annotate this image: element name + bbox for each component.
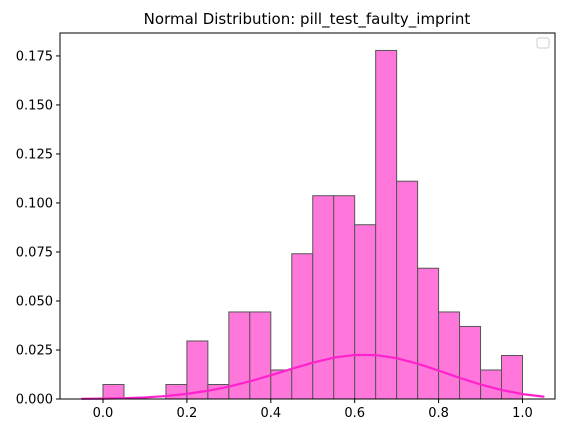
y-tick-label-2: 0.050	[16, 294, 53, 309]
y-tick-label-5: 0.125	[16, 147, 53, 162]
y-tick-label-4: 0.100	[16, 196, 53, 211]
histogram-bar-14	[438, 311, 461, 400]
y-tick-label-1: 0.025	[16, 343, 53, 358]
x-tick-label-0: 0.0	[93, 406, 114, 421]
legend-box	[536, 37, 550, 49]
y-tick-label-3: 0.075	[16, 245, 53, 260]
x-tick-label-1: 0.2	[177, 406, 198, 421]
x-tick-label-3: 0.6	[344, 406, 365, 421]
histogram-bar-0	[102, 383, 125, 400]
histogram-bar-5	[249, 311, 272, 400]
y-tick-label-7: 0.175	[16, 49, 53, 64]
x-tick-label-2: 0.4	[260, 406, 281, 421]
histogram-bar-15	[459, 325, 482, 400]
chart-title: Normal Distribution: pill_test_faulty_im…	[144, 10, 471, 29]
histogram-bar-10	[354, 224, 377, 400]
axes: 0.0 0.2 0.4 0.6 0.8 1.0 0.000 0.025 0.050 0.075 0.…	[16, 32, 556, 421]
axes-frame	[59, 32, 556, 400]
density-curve-layer	[80, 353, 545, 400]
y-tick-label-6: 0.150	[16, 98, 53, 113]
y-tick-label-0: 0.000	[16, 393, 53, 408]
histogram-bar-11	[375, 49, 398, 400]
density-curve-line	[80, 353, 545, 400]
x-tick-label-5: 1.0	[512, 406, 533, 421]
histogram-bar-12	[396, 180, 419, 400]
histogram-bar-8	[312, 195, 335, 400]
x-tick-label-4: 0.8	[428, 406, 449, 421]
histogram-bar-13	[417, 267, 440, 400]
histogram-bar-7	[291, 253, 314, 400]
histogram-bar-9	[333, 195, 356, 400]
